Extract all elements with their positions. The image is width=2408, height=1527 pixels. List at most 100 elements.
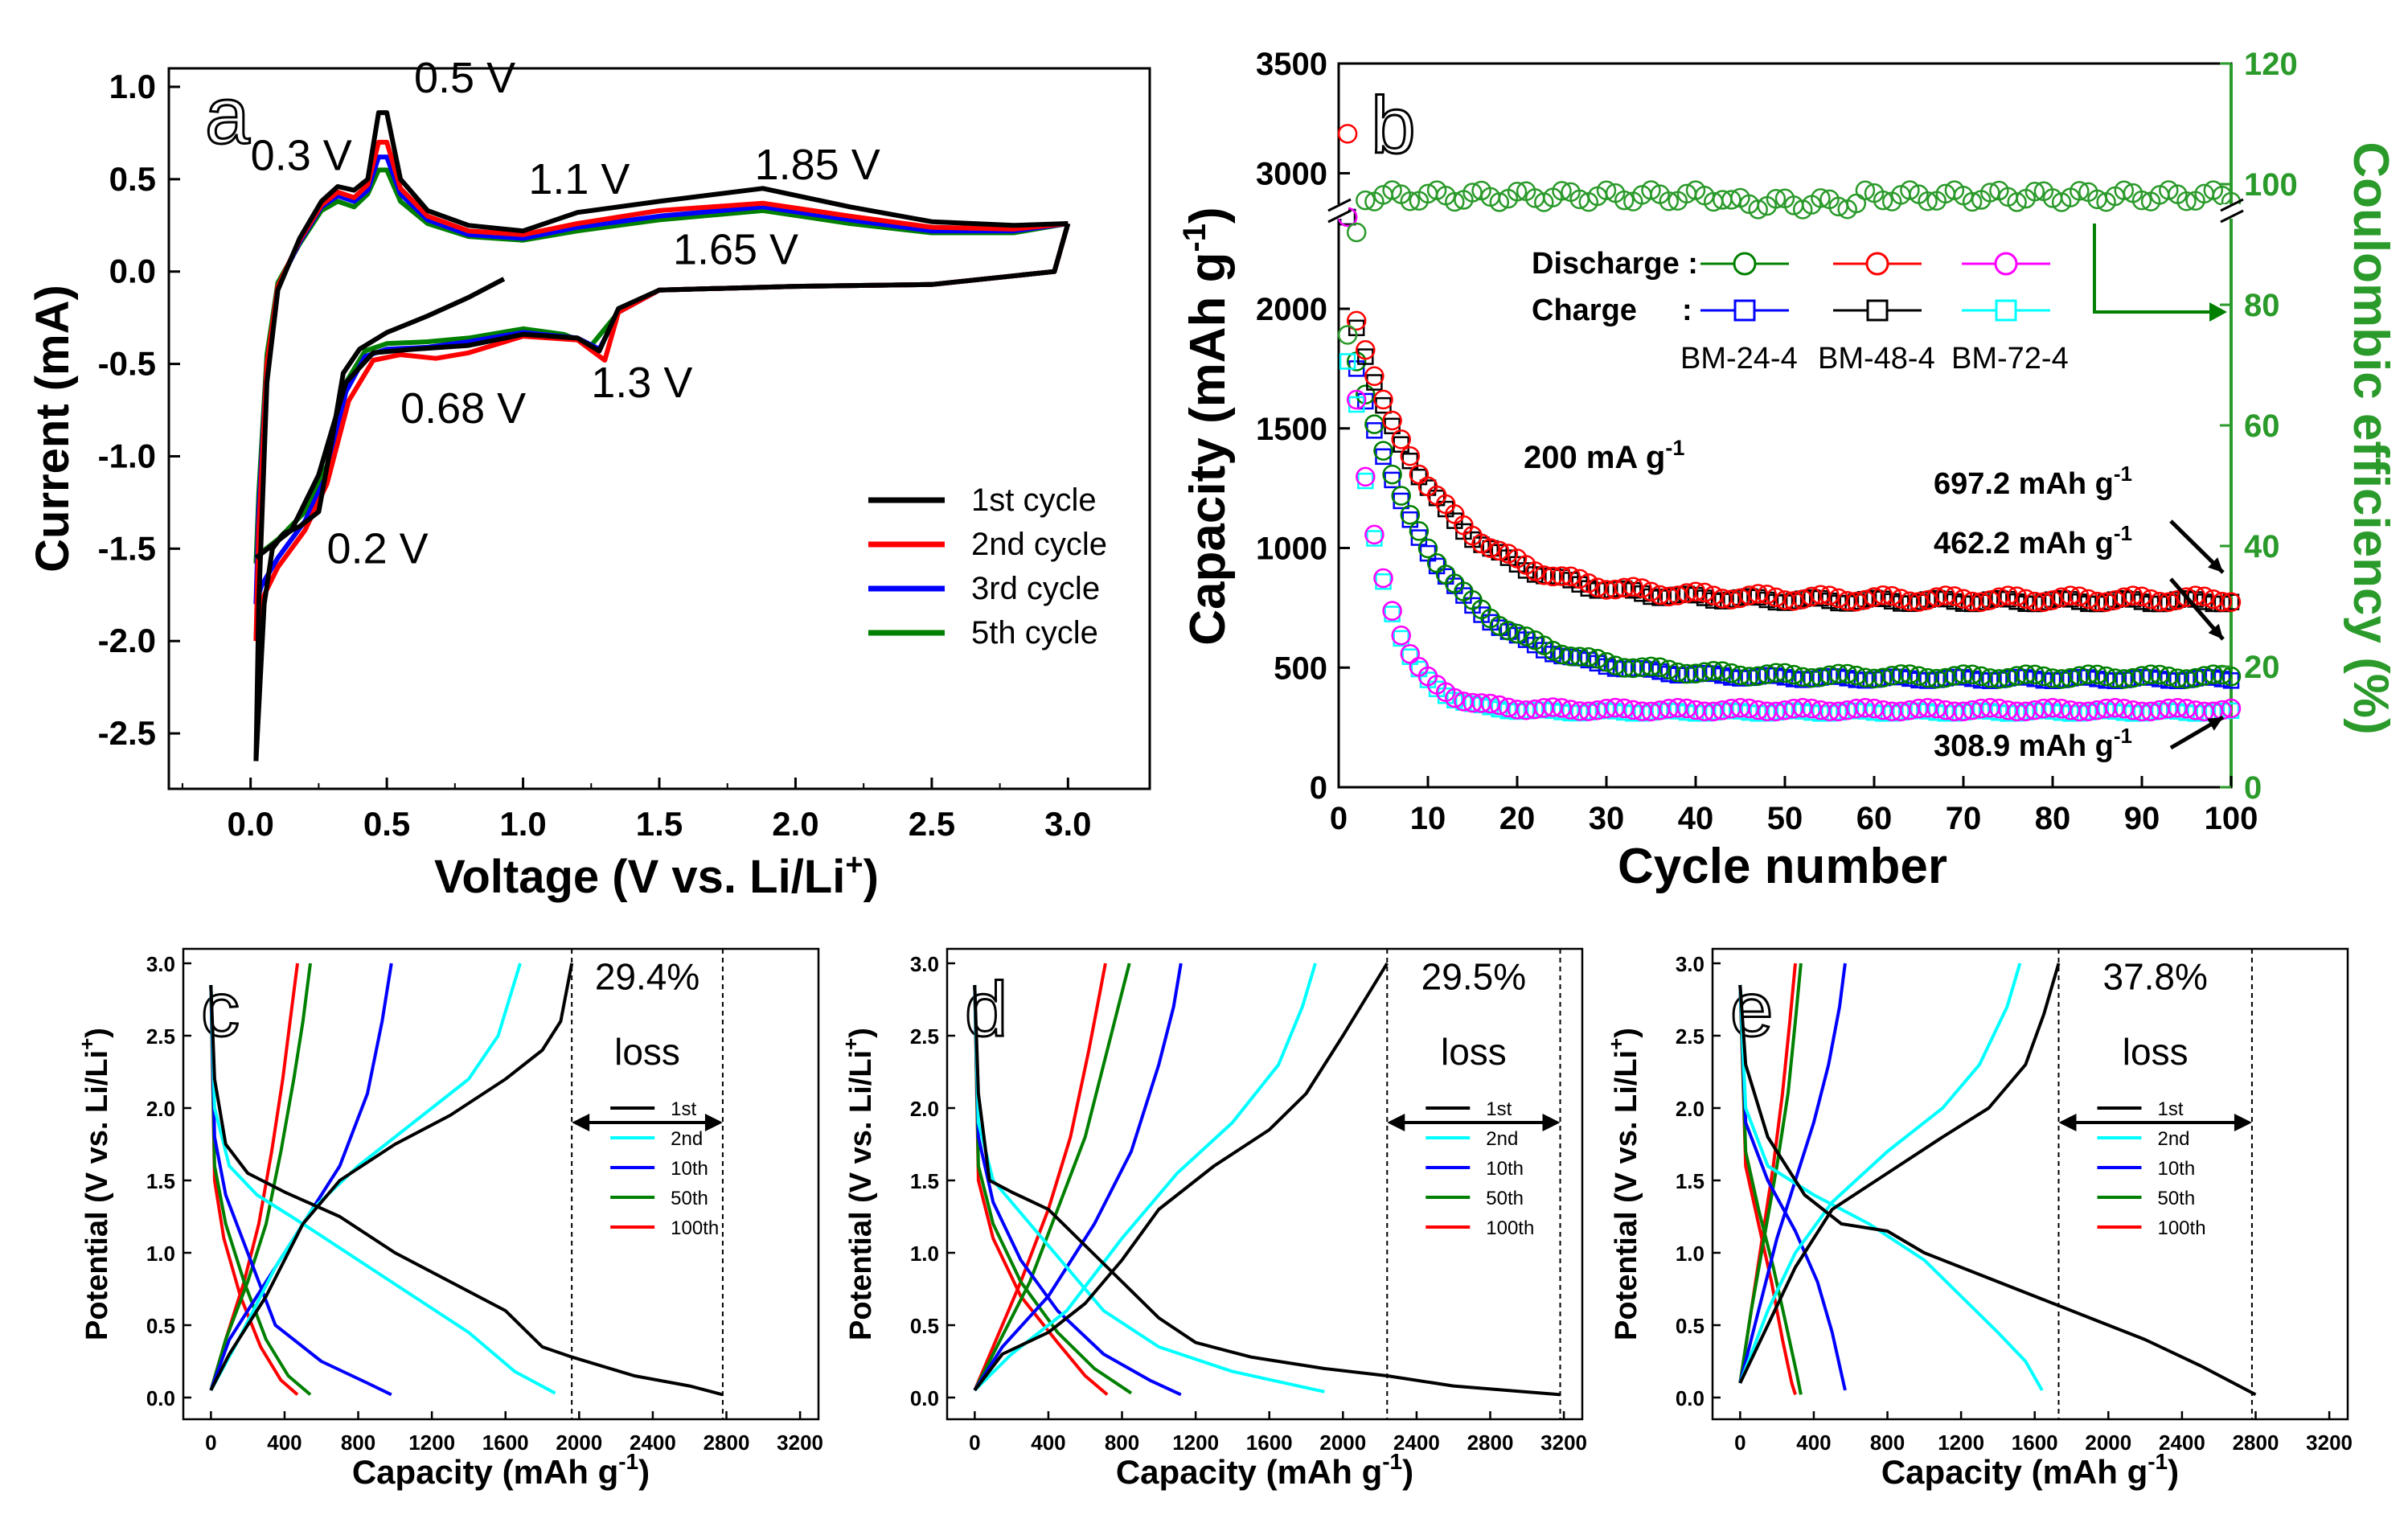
coulombic-efficiency-point xyxy=(2007,192,2027,212)
x-tick-label: 0 xyxy=(205,1431,216,1455)
x-tick-label: 2800 xyxy=(2233,1431,2279,1455)
x-tick-label: 70 xyxy=(1946,801,1982,836)
y-tick-label: 1000 xyxy=(1256,532,1327,567)
charge-capacity-point xyxy=(2222,593,2240,610)
loss-word: loss xyxy=(2123,1031,2189,1073)
legend-label: 1st xyxy=(1486,1098,1512,1120)
charge-capacity-point xyxy=(1375,448,1392,466)
coulombic-efficiency-point xyxy=(1596,180,1617,201)
discharge-capacity-point xyxy=(1543,640,1563,661)
panel-a-ylabel: Current (mA) xyxy=(27,285,79,573)
x-tick-label: 2400 xyxy=(630,1431,676,1455)
coulombic-efficiency-point xyxy=(2159,180,2179,200)
coulombic-efficiency-point xyxy=(1346,222,1367,243)
discharge-capacity-point xyxy=(1703,585,1724,605)
legend-charge-marker xyxy=(1733,299,1756,322)
loss-percentage: 37.8% xyxy=(2102,955,2207,997)
y-tick-label: 0 xyxy=(1310,770,1327,806)
discharge-capacity-point xyxy=(1524,561,1545,581)
coulombic-efficiency-point xyxy=(2024,182,2045,202)
y-tick-label: 3.0 xyxy=(910,952,939,976)
charge-capacity-point xyxy=(1625,660,1642,677)
y-tick-label: 1.5 xyxy=(910,1169,939,1193)
x-tick-label: 1600 xyxy=(2012,1431,2058,1455)
cv-cathodic-line xyxy=(253,277,506,761)
discharge-capacity-point xyxy=(1694,582,1715,603)
discharge-capacity-point xyxy=(1382,464,1402,485)
y-axis-label-part: Potential (V vs. Li/Li xyxy=(1610,1050,1643,1340)
charge-capacity-point xyxy=(2000,670,2016,687)
callout-value: 308.9 mAh g xyxy=(1934,729,2114,763)
charge-capacity-point xyxy=(1704,665,1722,683)
x-tick-label: 50 xyxy=(1767,801,1803,836)
discharge-capacity-point xyxy=(1721,589,1741,610)
cv-peak-annotation: 1.65 V xyxy=(673,226,798,274)
cv-peak-annotation: 1.85 V xyxy=(755,141,880,189)
y-tick-label: 1.0 xyxy=(109,68,156,105)
legend-label: 2nd xyxy=(2157,1128,2189,1150)
discharge-capacity-point xyxy=(1881,585,1902,606)
y2-tick-label: 20 xyxy=(2244,650,2280,685)
coulombic-efficiency-point xyxy=(1507,182,1528,202)
y-axis-label: Potential (V vs. Li/Li+) xyxy=(1604,1028,1643,1340)
discharge-capacity-point xyxy=(1909,592,1929,612)
x-tick-label: 0.5 xyxy=(363,805,410,843)
discharge-curve xyxy=(209,984,724,1397)
x-axis-label-part: ) xyxy=(1402,1453,1413,1491)
legend-label: 100th xyxy=(671,1217,719,1239)
charge-capacity-point xyxy=(1732,589,1749,606)
charge-capacity-point xyxy=(1848,593,1865,610)
charge-capacity-point xyxy=(1544,568,1561,585)
y2-tick-label: 40 xyxy=(2244,529,2280,564)
callout-value: 462.2 mAh g xyxy=(1934,527,2114,560)
discharge-capacity-point xyxy=(1561,566,1581,587)
x-tick-label: 2400 xyxy=(1393,1431,1440,1455)
y2-tick-label: 80 xyxy=(2244,288,2280,323)
x-tick-label: 400 xyxy=(1031,1431,1065,1455)
charge-capacity-point xyxy=(1910,593,1927,610)
discharge-capacity-point xyxy=(1498,620,1519,641)
coulombic-efficiency-point xyxy=(1721,190,1741,210)
cv-peak-annotation: 0.68 V xyxy=(400,384,526,433)
y-tick-label: 2000 xyxy=(1256,292,1327,327)
charge-capacity-point xyxy=(1393,630,1409,647)
coulombic-efficiency-point xyxy=(1766,189,1787,209)
legend-label: 10th xyxy=(2157,1158,2195,1180)
y2-tick-label: 100 xyxy=(2244,167,2298,203)
panel-b-axis-break xyxy=(1327,198,2244,224)
discharge-capacity-point xyxy=(1569,569,1590,589)
discharge-capacity-point xyxy=(1659,659,1679,679)
loss-word: loss xyxy=(614,1031,680,1073)
y-tick-label: 0.0 xyxy=(910,1386,939,1410)
panel-letter: e xyxy=(1730,967,1773,1053)
coulombic-efficiency-point xyxy=(1445,191,1465,212)
discharge-capacity-point xyxy=(1417,538,1438,559)
loss-percentage: 29.4% xyxy=(595,955,699,997)
coulombic-efficiency-point xyxy=(1462,183,1483,203)
panel-a-annotations: 0.5 V 0.3 V 1.1 V 1.85 V 1.65 V 0.68 V 1.3 V 0.… xyxy=(251,54,880,573)
y-tick-label: -2.0 xyxy=(98,622,156,659)
panel-a-ticks: 0.0 0.5 1.0 1.5 2.0 2.5 3.0 -2.5 -2.0 -1.5 -1.0 -0.… xyxy=(98,68,1092,843)
y-tick-label: 2.5 xyxy=(910,1024,939,1049)
discharge-curve xyxy=(973,984,1561,1397)
y-axis-label: Potential (V vs. Li/Li+) xyxy=(839,1028,878,1340)
discharge-capacity-point xyxy=(2096,592,2116,613)
x-axis-label-part: ) xyxy=(2168,1453,2179,1491)
charge-curve xyxy=(1738,963,2061,1384)
charge-capacity-point xyxy=(1339,353,1356,370)
cv-anodic-line xyxy=(253,110,1069,761)
discharge-capacity-point xyxy=(1346,310,1367,331)
coulombic-efficiency-point xyxy=(1356,190,1376,211)
legend-charge-marker xyxy=(1995,299,2017,322)
panel-a-xlabel: Voltage (V vs. Li/Li+) xyxy=(434,848,879,903)
cv-peak-annotation: 0.3 V xyxy=(251,131,352,179)
panel-letter: d xyxy=(965,967,1007,1053)
y-axis-label-part: + xyxy=(839,1038,863,1050)
charge-curve xyxy=(1738,963,1803,1384)
y-tick-label: 2.0 xyxy=(910,1097,939,1121)
y-tick-label: -1.0 xyxy=(98,437,156,474)
y-axis-label: Potential (V vs. Li/Li+) xyxy=(75,1028,114,1340)
coulombic-efficiency-point xyxy=(1811,188,1831,208)
legend-discharge-marker xyxy=(1994,252,2018,276)
